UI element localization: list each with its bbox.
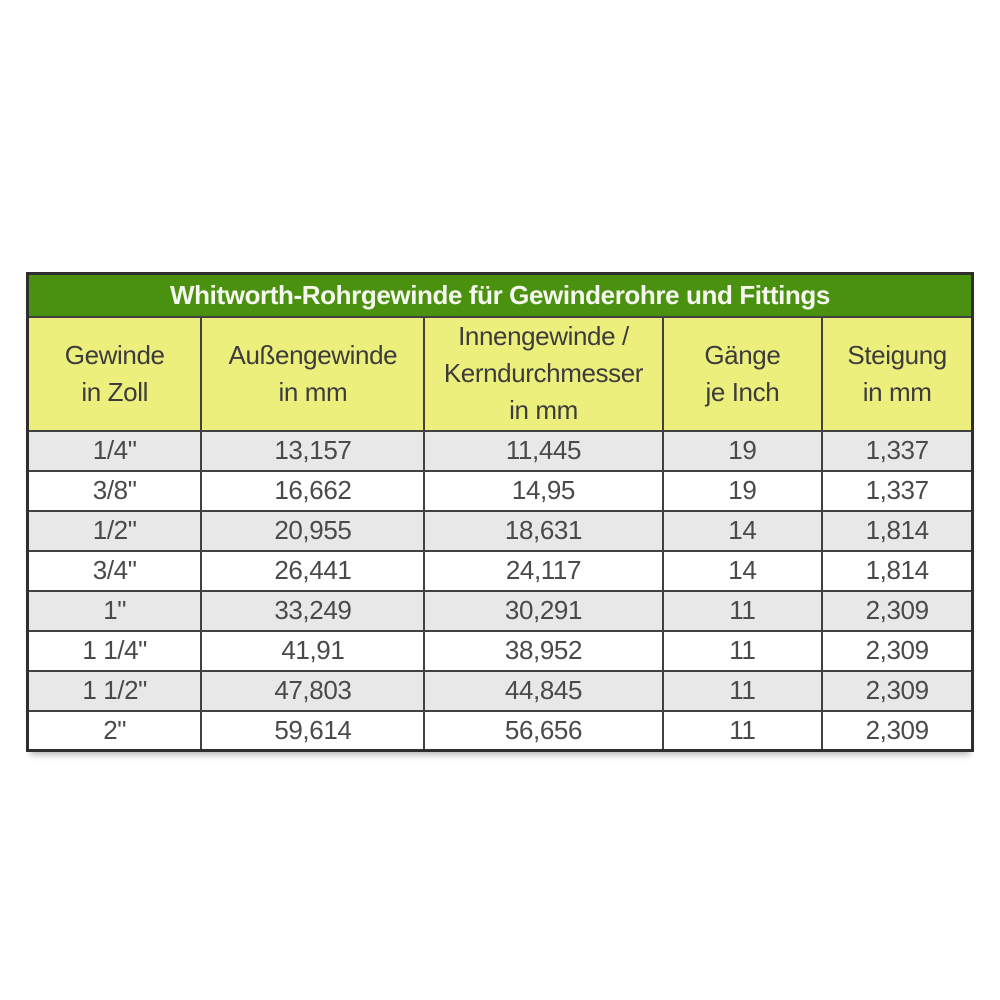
cell-gaenge: 14: [661, 549, 824, 592]
cell-steigung: 1,337: [821, 429, 974, 472]
cell-gewinde: 1": [26, 589, 203, 632]
cell-steigung: 2,309: [821, 629, 974, 672]
table-title-row: Whitworth-Rohrgewinde für Gewinderohre u…: [26, 272, 974, 318]
table-row: 1 1/4" 41,91 38,952 11 2,309: [26, 629, 974, 672]
column-header-innengewinde-kerndurchmesser-mm: Innengewinde / Kerndurchmesser in mm: [423, 315, 664, 432]
cell-aussengewinde: 13,157: [200, 429, 426, 472]
table-title: Whitworth-Rohrgewinde für Gewinderohre u…: [26, 272, 974, 318]
cell-aussengewinde: 33,249: [200, 589, 426, 632]
cell-aussengewinde: 20,955: [200, 509, 426, 552]
cell-gewinde: 1 1/2": [26, 669, 203, 712]
data-table: Whitworth-Rohrgewinde für Gewinderohre u…: [26, 272, 974, 752]
cell-gewinde: 3/4": [26, 549, 203, 592]
cell-innengewinde: 30,291: [423, 589, 664, 632]
cell-gewinde: 1 1/4": [26, 629, 203, 672]
table-row: 3/8" 16,662 14,95 19 1,337: [26, 469, 974, 512]
table-row: 3/4" 26,441 24,117 14 1,814: [26, 549, 974, 592]
cell-gaenge: 11: [661, 669, 824, 712]
column-header-steigung-mm: Steigung in mm: [821, 315, 974, 432]
cell-gaenge: 14: [661, 509, 824, 552]
cell-steigung: 2,309: [821, 589, 974, 632]
cell-steigung: 1,337: [821, 469, 974, 512]
cell-gaenge: 19: [661, 469, 824, 512]
column-header-gewinde-in-zoll: Gewinde in Zoll: [26, 315, 203, 432]
table-row: 1" 33,249 30,291 11 2,309: [26, 589, 974, 632]
cell-innengewinde: 24,117: [423, 549, 664, 592]
cell-innengewinde: 56,656: [423, 709, 664, 752]
cell-gewinde: 1/2": [26, 509, 203, 552]
cell-innengewinde: 18,631: [423, 509, 664, 552]
cell-aussengewinde: 59,614: [200, 709, 426, 752]
column-header-gaenge-je-inch: Gänge je Inch: [661, 315, 824, 432]
cell-innengewinde: 11,445: [423, 429, 664, 472]
cell-gewinde: 3/8": [26, 469, 203, 512]
cell-steigung: 2,309: [821, 669, 974, 712]
cell-gewinde: 1/4": [26, 429, 203, 472]
table-row: 1 1/2" 47,803 44,845 11 2,309: [26, 669, 974, 712]
cell-aussengewinde: 16,662: [200, 469, 426, 512]
table-header-row: Gewinde in Zoll Außengewinde in mm Innen…: [26, 315, 974, 432]
cell-innengewinde: 44,845: [423, 669, 664, 712]
cell-innengewinde: 38,952: [423, 629, 664, 672]
table-row: 1/4" 13,157 11,445 19 1,337: [26, 429, 974, 472]
cell-steigung: 1,814: [821, 509, 974, 552]
cell-aussengewinde: 26,441: [200, 549, 426, 592]
cell-steigung: 2,309: [821, 709, 974, 752]
cell-aussengewinde: 47,803: [200, 669, 426, 712]
table-row: 2" 59,614 56,656 11 2,309: [26, 709, 974, 752]
whitworth-thread-table: Whitworth-Rohrgewinde für Gewinderohre u…: [26, 272, 974, 752]
cell-steigung: 1,814: [821, 549, 974, 592]
table-row: 1/2" 20,955 18,631 14 1,814: [26, 509, 974, 552]
cell-gewinde: 2": [26, 709, 203, 752]
cell-aussengewinde: 41,91: [200, 629, 426, 672]
cell-gaenge: 11: [661, 629, 824, 672]
cell-gaenge: 11: [661, 589, 824, 632]
cell-gaenge: 11: [661, 709, 824, 752]
cell-gaenge: 19: [661, 429, 824, 472]
column-header-aussengewinde-mm: Außengewinde in mm: [200, 315, 426, 432]
cell-innengewinde: 14,95: [423, 469, 664, 512]
